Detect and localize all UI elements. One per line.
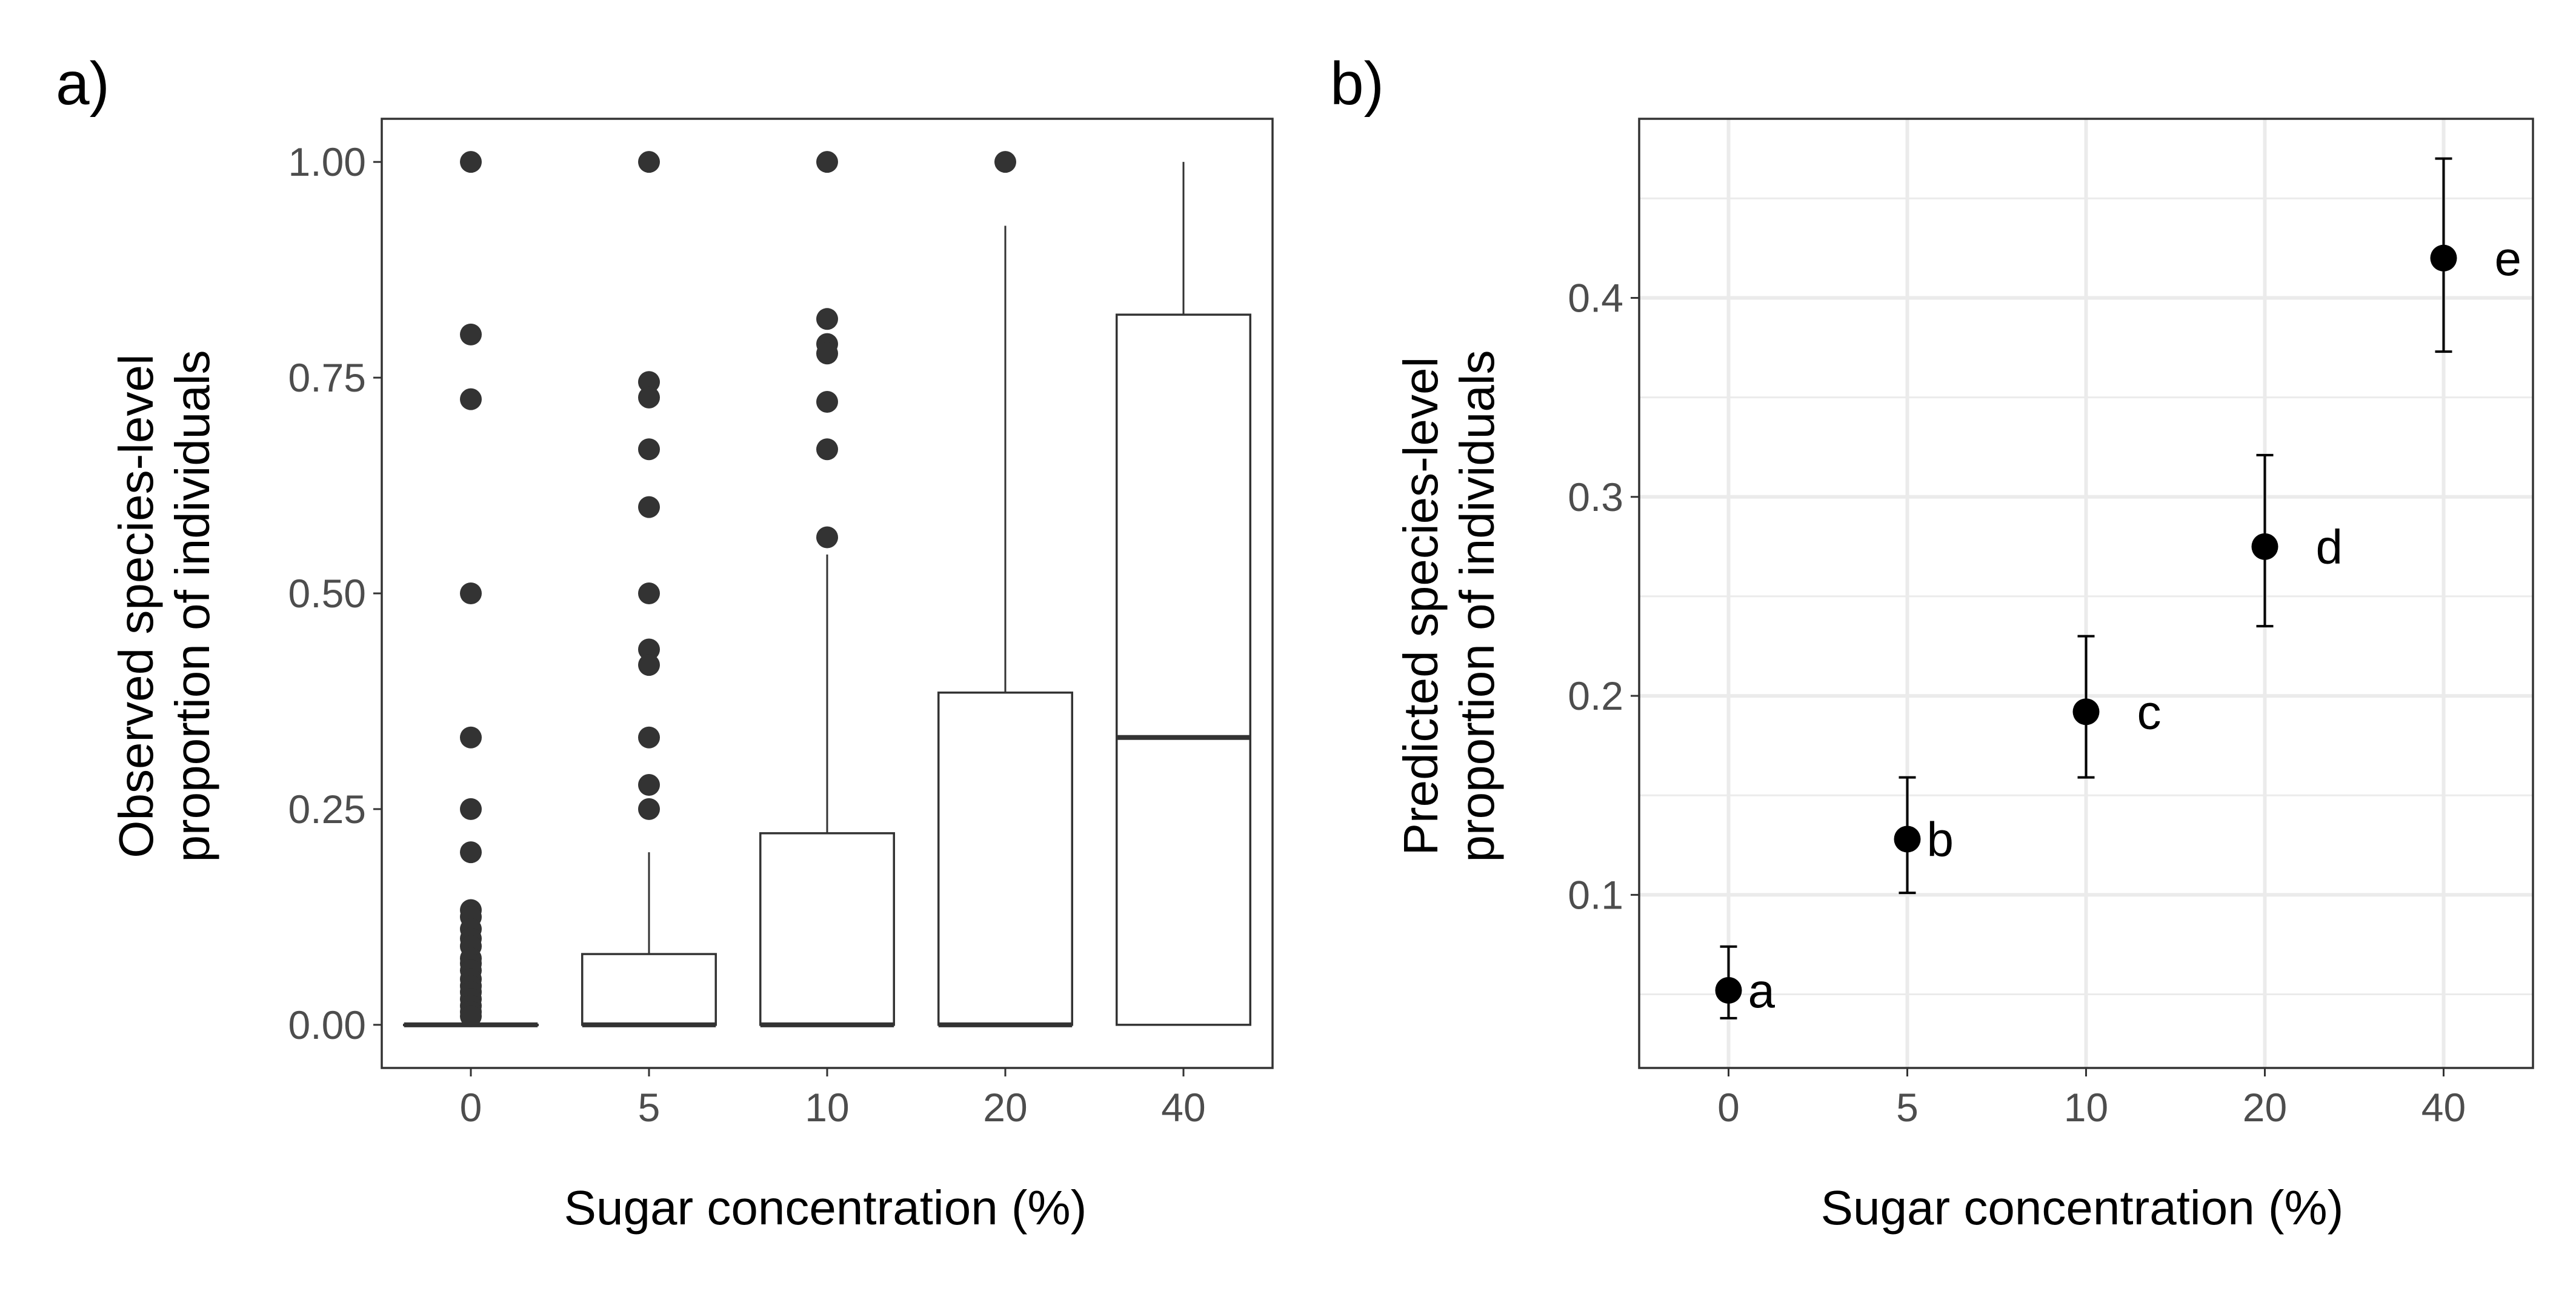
outlier-point — [638, 386, 660, 409]
outlier-point — [638, 654, 660, 676]
panel-b-y-tick-label: 0.1 — [1568, 872, 1623, 917]
panel-a-y-tick-label: 0.00 — [288, 1002, 366, 1047]
significance-letter: a — [1748, 964, 1776, 1018]
panel-a-boxplot: 0.00 0.25 0.50 0.75 1.00 0 5 10 20 40 — [288, 118, 1274, 1130]
panel-b-x-axis-title: Sugar concentration (%) — [1821, 1181, 2344, 1235]
panel-b-label: b) — [1330, 50, 1384, 118]
significance-letter: b — [1927, 812, 1954, 866]
outlier-point — [816, 526, 838, 549]
panel-b-y-tick-label: 0.4 — [1568, 275, 1623, 320]
box-iqr — [1116, 313, 1251, 1026]
box-iqr — [581, 953, 717, 1026]
outlier-point — [638, 496, 660, 518]
panel-b-border — [1638, 118, 2534, 1069]
significance-letter: d — [2316, 520, 2343, 574]
outlier-point — [638, 638, 660, 661]
estimate-point — [1894, 826, 1921, 853]
outlier-point — [460, 1005, 482, 1027]
outlier-point — [638, 438, 660, 461]
panel-a-x-tick-label: 5 — [638, 1085, 661, 1130]
outlier-point — [638, 151, 660, 173]
panel-b-x-tick-label: 40 — [2421, 1085, 2466, 1130]
estimate-point — [2430, 244, 2457, 272]
panel-a-y-tick-label: 0.50 — [288, 571, 366, 616]
panel-a-y-tick-label: 1.00 — [288, 139, 366, 184]
panel-a-label: a) — [56, 50, 110, 118]
outlier-point — [460, 151, 482, 173]
outlier-point — [816, 342, 838, 365]
panel-b-x-tick-label: 10 — [2064, 1085, 2108, 1130]
estimate-point — [2251, 533, 2278, 560]
panel-b-y-axis-title-line-2: proportion of individuals — [1450, 350, 1504, 862]
outlier-point — [638, 774, 660, 796]
outlier-point — [460, 582, 482, 604]
significance-letter: c — [2137, 685, 2162, 739]
panel-a-x-tick-label: 40 — [1161, 1085, 1205, 1130]
outlier-point — [460, 388, 482, 410]
estimate-point — [1715, 976, 1742, 1004]
panel-a-border — [381, 118, 1274, 1069]
panel-a-x-tick-label: 0 — [460, 1085, 482, 1130]
outlier-point — [460, 726, 482, 749]
outlier-point — [460, 798, 482, 820]
outlier-point — [994, 151, 1016, 173]
outlier-point — [816, 151, 838, 173]
panel-a-y-tick-label: 0.75 — [288, 355, 366, 400]
panel-a-y-axis-title-line-1: Observed species-level — [109, 354, 163, 858]
panel-b-point-estimates: 0.1 0.2 0.3 0.4 a 0 b 5 c 10 d 20 e 40 — [1568, 118, 2534, 1130]
outlier-point — [638, 726, 660, 749]
box-iqr — [759, 832, 895, 1026]
panel-b-x-tick-label: 5 — [1896, 1085, 1919, 1130]
panel-a-x-axis-title: Sugar concentration (%) — [564, 1181, 1087, 1235]
estimate-point — [2072, 698, 2100, 726]
outlier-point — [638, 371, 660, 393]
outlier-point — [638, 582, 660, 604]
outlier-point — [816, 390, 838, 413]
outlier-point — [638, 798, 660, 820]
panel-a-x-tick-label: 20 — [983, 1085, 1027, 1130]
outlier-point — [816, 308, 838, 330]
panel-b-x-tick-label: 20 — [2243, 1085, 2287, 1130]
panel-a-x-tick-label: 10 — [805, 1085, 849, 1130]
panel-a-y-tick-label: 0.25 — [288, 787, 366, 832]
panel-b-y-tick-label: 0.2 — [1568, 673, 1623, 718]
panel-b-y-axis-title-line-1: Predicted species-level — [1394, 357, 1448, 856]
panel-a-y-axis-title-line-2: proportion of individuals — [165, 350, 219, 862]
outlier-point — [460, 323, 482, 345]
outlier-point — [816, 438, 838, 461]
outlier-point — [460, 841, 482, 864]
panel-b-y-tick-label: 0.3 — [1568, 475, 1623, 519]
panel-b-x-tick-label: 0 — [1717, 1085, 1740, 1130]
box-iqr — [937, 691, 1073, 1026]
significance-letter: e — [2495, 232, 2522, 285]
